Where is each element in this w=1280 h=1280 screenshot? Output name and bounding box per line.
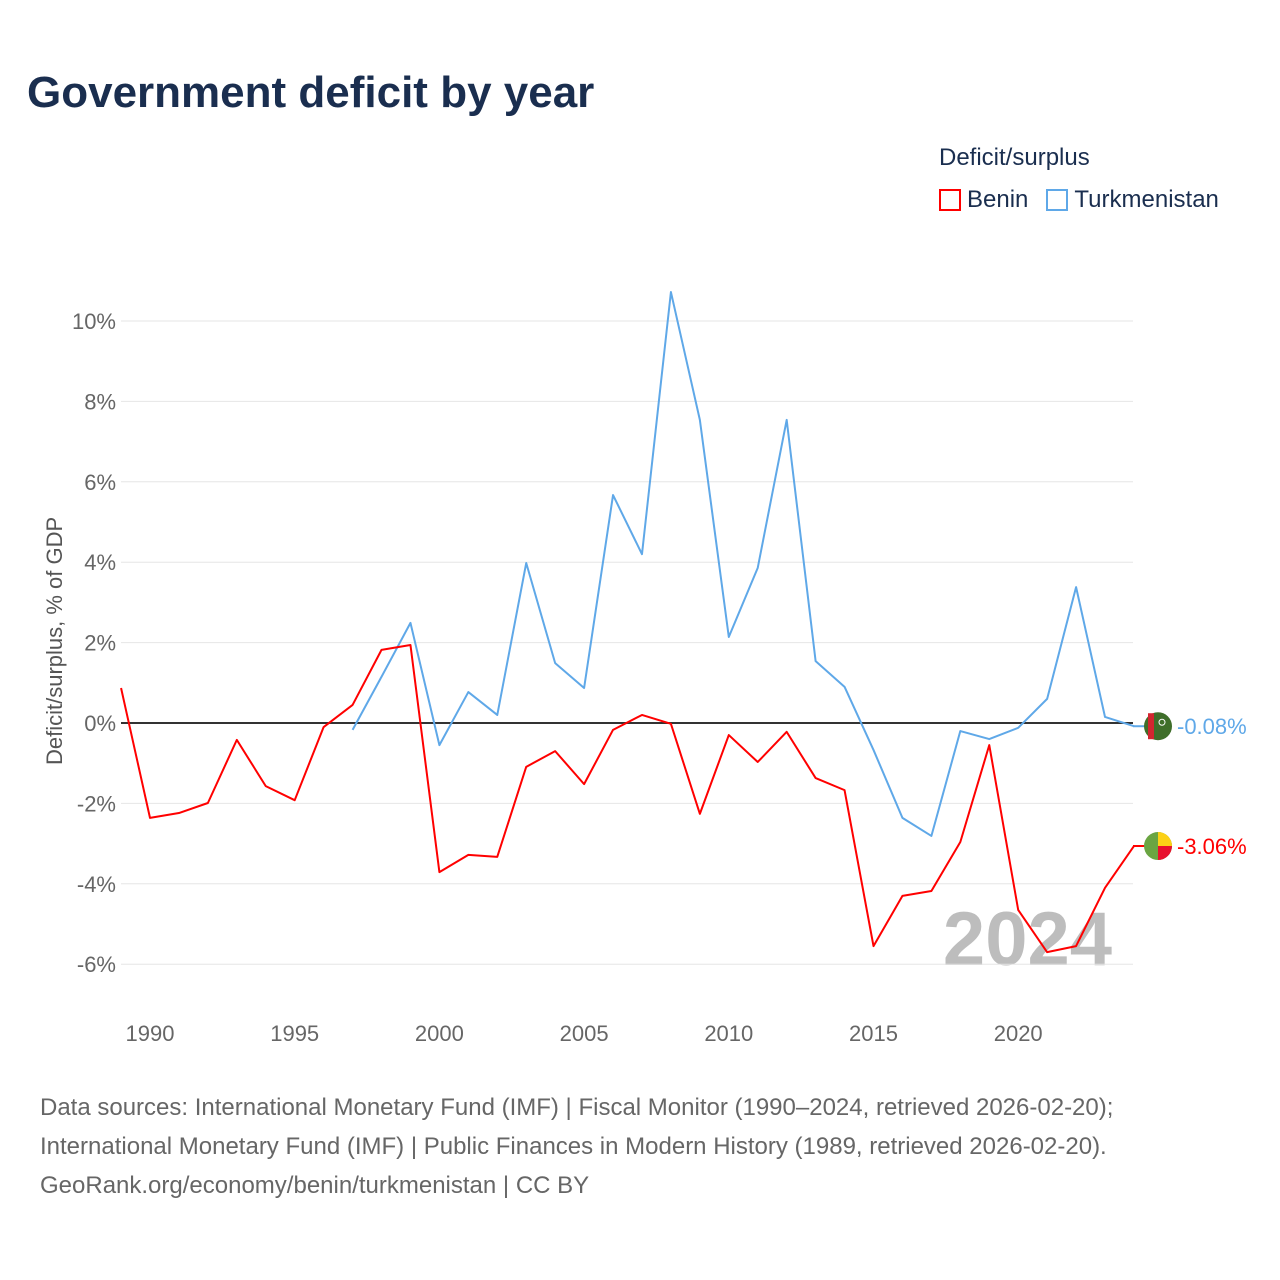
footer-source-2: International Monetary Fund (IMF) | Publ… — [40, 1133, 1107, 1160]
x-tick-label: 1995 — [270, 1021, 319, 1046]
y-tick-label: 10% — [72, 309, 116, 334]
y-tick-label: 0% — [84, 711, 116, 736]
legend: Benin Turkmenistan — [939, 186, 1219, 214]
end-label-benin: -3.06% — [1177, 834, 1247, 859]
chart-title: Government deficit by year — [27, 68, 595, 117]
x-tick-label: 1990 — [126, 1021, 175, 1046]
legend-swatch-turkmenistan — [1046, 189, 1069, 211]
x-tick-label: 2005 — [560, 1021, 609, 1046]
footer: Data sources: International Monetary Fun… — [40, 1088, 1113, 1205]
footer-link[interactable]: GeoRank.org/economy/benin/turkmenistan |… — [40, 1172, 590, 1199]
x-tick-label: 2000 — [415, 1021, 464, 1046]
y-tick-label: 2% — [84, 631, 116, 656]
flag-part — [1158, 718, 1166, 726]
y-tick-label: 8% — [84, 389, 116, 414]
series-line-turkmenistan — [351, 291, 1135, 837]
x-tick-label: 2020 — [994, 1021, 1043, 1046]
end-label-turkmenistan: -0.08% — [1177, 714, 1247, 739]
year-watermark: 2024 — [943, 897, 1112, 982]
y-tick-label: 6% — [84, 470, 116, 495]
legend-label-benin: Benin — [967, 186, 1029, 213]
footer-source-1: Data sources: International Monetary Fun… — [40, 1094, 1114, 1121]
x-tick-label: 2010 — [704, 1021, 753, 1046]
flag-part — [1158, 832, 1172, 847]
x-tick-label: 2015 — [849, 1021, 898, 1046]
legend-label-turkmenistan: Turkmenistan — [1074, 186, 1219, 213]
y-tick-label: -4% — [77, 872, 116, 897]
legend-swatch-benin — [939, 189, 961, 211]
y-tick-label: -2% — [77, 791, 116, 816]
legend-item-turkmenistan[interactable]: Turkmenistan — [1046, 186, 1219, 214]
series-line-benin — [120, 644, 1135, 954]
flag-part — [1158, 846, 1172, 861]
y-tick-label: 4% — [84, 550, 116, 575]
y-tick-label: -6% — [77, 952, 116, 977]
legend-title: Deficit/surplus — [939, 144, 1090, 171]
flag-part — [1148, 713, 1154, 740]
legend-item-benin[interactable]: Benin — [939, 186, 1028, 214]
